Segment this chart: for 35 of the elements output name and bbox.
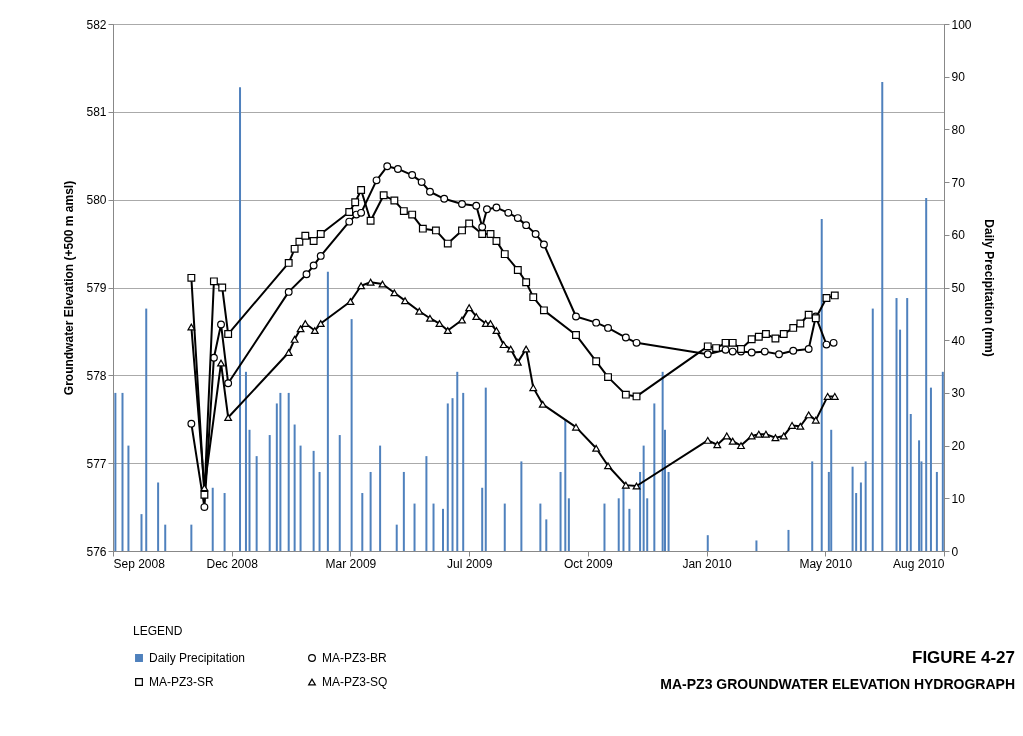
x-tick-label: Oct 2009 [564, 556, 614, 571]
caption: FIGURE 4-27 [912, 648, 1015, 668]
x-tick-label: May 2010 [799, 556, 853, 571]
y-axis-title: Groundwater Elevation (+500 m amsl) [62, 180, 77, 396]
y2-axis-title: Daily Precipitation (mm) [981, 219, 996, 357]
y2-tick-label: 20 [951, 439, 966, 454]
y-tick-label: 581 [86, 105, 107, 120]
y2-tick-label: 60 [951, 228, 966, 243]
text: MA-PZ3 GROUNDWATER ELEVATION HYDROGRAPH [660, 676, 1015, 692]
y2-tick-label: 70 [951, 175, 966, 190]
y2-tick-label: 80 [951, 122, 966, 137]
legend-label: MA-PZ3-SQ [322, 675, 388, 689]
x-tick-label: Jul 2009 [446, 556, 493, 571]
y2-tick-label: 100 [951, 17, 972, 32]
y2-tick-label: 10 [951, 491, 966, 506]
legend-title: LEGEND [133, 624, 183, 638]
x-tick-label: Mar 2009 [325, 556, 377, 571]
x-tick-label: Aug 2010 [893, 556, 945, 571]
y-tick-label: 580 [86, 193, 107, 208]
y-tick-label: 576 [86, 544, 107, 559]
y-tick-label: 582 [86, 17, 107, 32]
x-tick-label: Sep 2008 [113, 556, 166, 571]
y2-tick-label: 0 [951, 544, 959, 559]
y2-tick-label: 90 [951, 70, 966, 85]
legend-label: Daily Precipitation [149, 651, 246, 665]
y2-tick-label: 50 [951, 281, 966, 295]
x-tick-label: Jan 2010 [682, 556, 733, 571]
y2-tick-label: 40 [951, 333, 966, 348]
y-tick-label: 579 [86, 281, 107, 295]
legend-label: MA-PZ3-SR [149, 675, 214, 689]
y-tick-label: 577 [86, 456, 107, 471]
y-tick-label: 578 [86, 368, 107, 383]
y2-tick-label: 30 [951, 386, 966, 401]
x-tick-label: Dec 2008 [206, 556, 259, 571]
legend-label: MA-PZ3-BR [322, 651, 387, 665]
